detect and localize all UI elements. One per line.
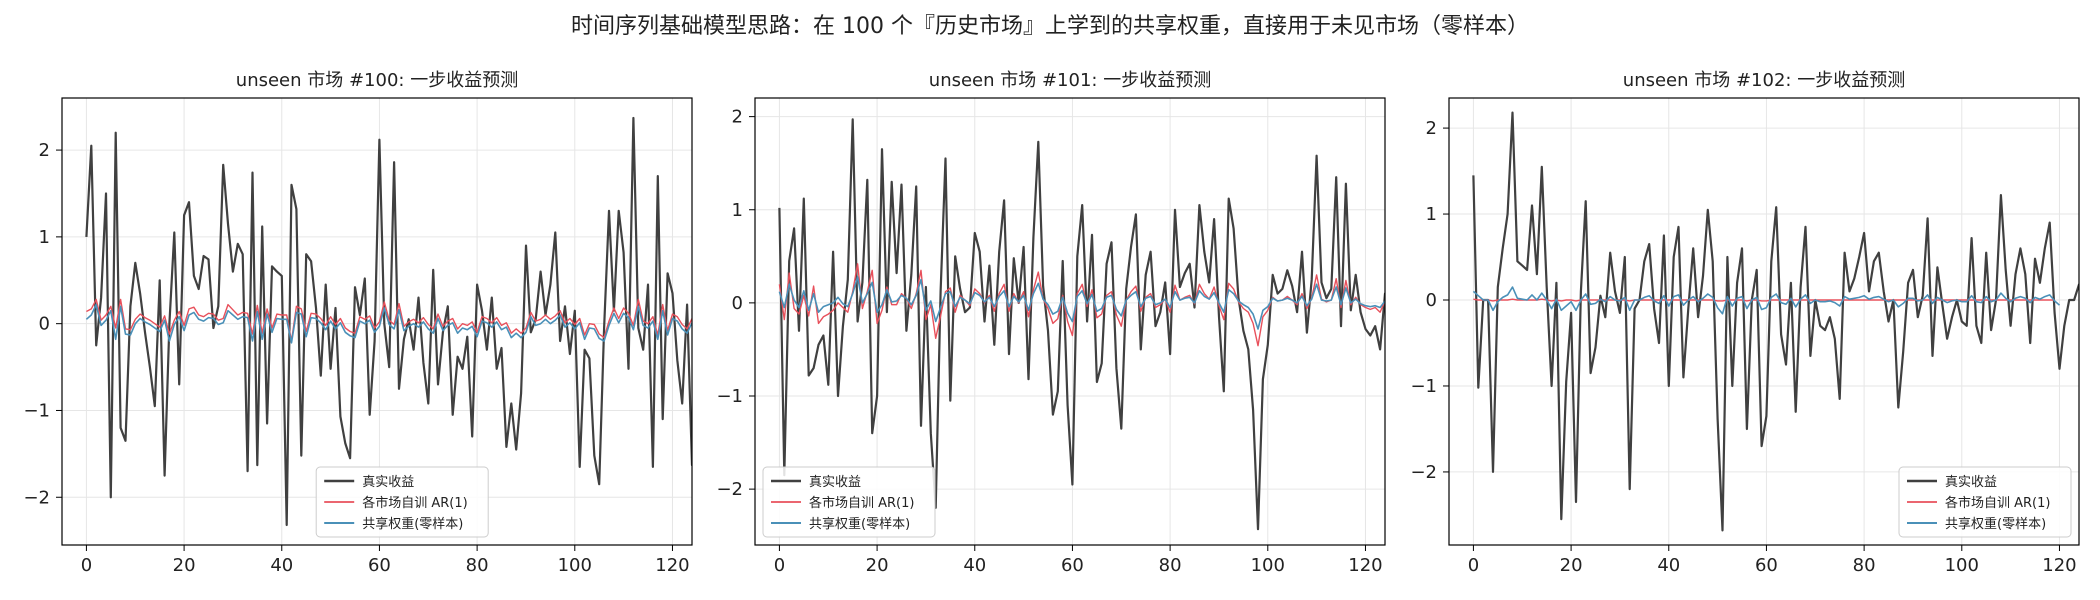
series-line-2 bbox=[778, 275, 1385, 330]
y-tick-label: 0 bbox=[732, 293, 743, 314]
x-tick-label: 20 bbox=[173, 555, 196, 576]
series-line-1 bbox=[86, 298, 692, 342]
y-tick-label: −1 bbox=[716, 386, 743, 407]
chart-panel-1: 0 20 40 60 80 100 120 −2 −1 0 1 2 unseen 市场 #101: 一步… bbox=[716, 70, 1386, 576]
legend-label-1: 各市场自训 AR(1) bbox=[362, 495, 467, 511]
series-line-2 bbox=[85, 303, 692, 344]
x-tick-label: 80 bbox=[1853, 555, 1876, 576]
x-tick-label: 120 bbox=[2042, 555, 2076, 576]
x-tick-label: 20 bbox=[866, 555, 889, 576]
x-tick-label: 60 bbox=[1061, 555, 1084, 576]
x-tick-label: 40 bbox=[963, 555, 986, 576]
x-tick-label: 100 bbox=[1251, 555, 1285, 576]
y-tick-label: 2 bbox=[732, 107, 743, 128]
legend-label-2: 共享权重(零样本) bbox=[809, 516, 910, 532]
y-tick-label: 1 bbox=[732, 200, 743, 221]
legend-label-1: 各市场自训 AR(1) bbox=[809, 495, 914, 511]
series-line-0 bbox=[85, 116, 692, 527]
y-tick-label: −2 bbox=[1410, 462, 1437, 483]
x-tick-label: 40 bbox=[1657, 555, 1680, 576]
chart-title: unseen 市场 #101: 一步收益预测 bbox=[929, 70, 1211, 91]
x-tick-label: 100 bbox=[1945, 555, 1979, 576]
legend-label-0: 真实收益 bbox=[809, 475, 861, 490]
y-tick-label: −1 bbox=[1410, 376, 1437, 397]
legend-box bbox=[762, 466, 936, 538]
chart-title: unseen 市场 #102: 一步收益预测 bbox=[1623, 70, 1905, 91]
y-tick-label: −2 bbox=[23, 487, 50, 508]
x-tick-label: 80 bbox=[466, 555, 489, 576]
chart-title: unseen 市场 #100: 一步收益预测 bbox=[236, 70, 518, 91]
legend-box bbox=[1898, 466, 2072, 538]
x-tick-label: 0 bbox=[774, 555, 785, 576]
x-tick-label: 80 bbox=[1159, 555, 1182, 576]
legend-label-2: 共享权重(零样本) bbox=[362, 516, 463, 532]
plot-frame bbox=[1448, 97, 2080, 546]
y-tick-label: −1 bbox=[23, 400, 50, 421]
x-tick-label: 20 bbox=[1560, 555, 1583, 576]
y-tick-label: 0 bbox=[1426, 290, 1437, 311]
legend-box bbox=[315, 466, 489, 538]
y-tick-label: 2 bbox=[1426, 118, 1437, 139]
x-tick-label: 120 bbox=[1348, 555, 1382, 576]
y-tick-label: 2 bbox=[39, 140, 50, 161]
y-tick-label: 0 bbox=[39, 314, 50, 335]
chart-panel-0: 0 20 40 60 80 100 120 −2 −1 0 1 2 unseen 市场 #100: 一步… bbox=[23, 70, 693, 576]
series-line-1 bbox=[778, 263, 1385, 347]
legend-label-1: 各市场自训 AR(1) bbox=[1945, 495, 2050, 511]
x-tick-label: 60 bbox=[1755, 555, 1778, 576]
y-tick-label: 1 bbox=[1426, 204, 1437, 225]
series-line-0 bbox=[1472, 111, 2079, 532]
x-tick-label: 0 bbox=[81, 555, 92, 576]
x-tick-label: 40 bbox=[270, 555, 293, 576]
y-tick-label: −2 bbox=[716, 479, 743, 500]
series-line-2 bbox=[1472, 286, 2061, 315]
x-tick-label: 120 bbox=[655, 555, 689, 576]
x-tick-label: 60 bbox=[368, 555, 391, 576]
x-tick-label: 0 bbox=[1468, 555, 1479, 576]
legend-label-0: 真实收益 bbox=[1945, 475, 1997, 490]
plot-frame bbox=[754, 97, 1386, 546]
y-tick-label: 1 bbox=[39, 227, 50, 248]
chart-panel-2: 0 20 40 60 80 100 120 −2 −1 0 1 2 unseen 市场 #102: 一步… bbox=[1410, 70, 2080, 576]
x-tick-label: 100 bbox=[558, 555, 592, 576]
legend-label-0: 真实收益 bbox=[362, 475, 414, 490]
plot-frame bbox=[61, 97, 693, 546]
legend-label-2: 共享权重(零样本) bbox=[1945, 516, 2046, 532]
figure-suptitle: 时间序列基础模型思路：在 100 个『历史市场』上学到的共享权重，直接用于未见市… bbox=[571, 14, 1529, 39]
